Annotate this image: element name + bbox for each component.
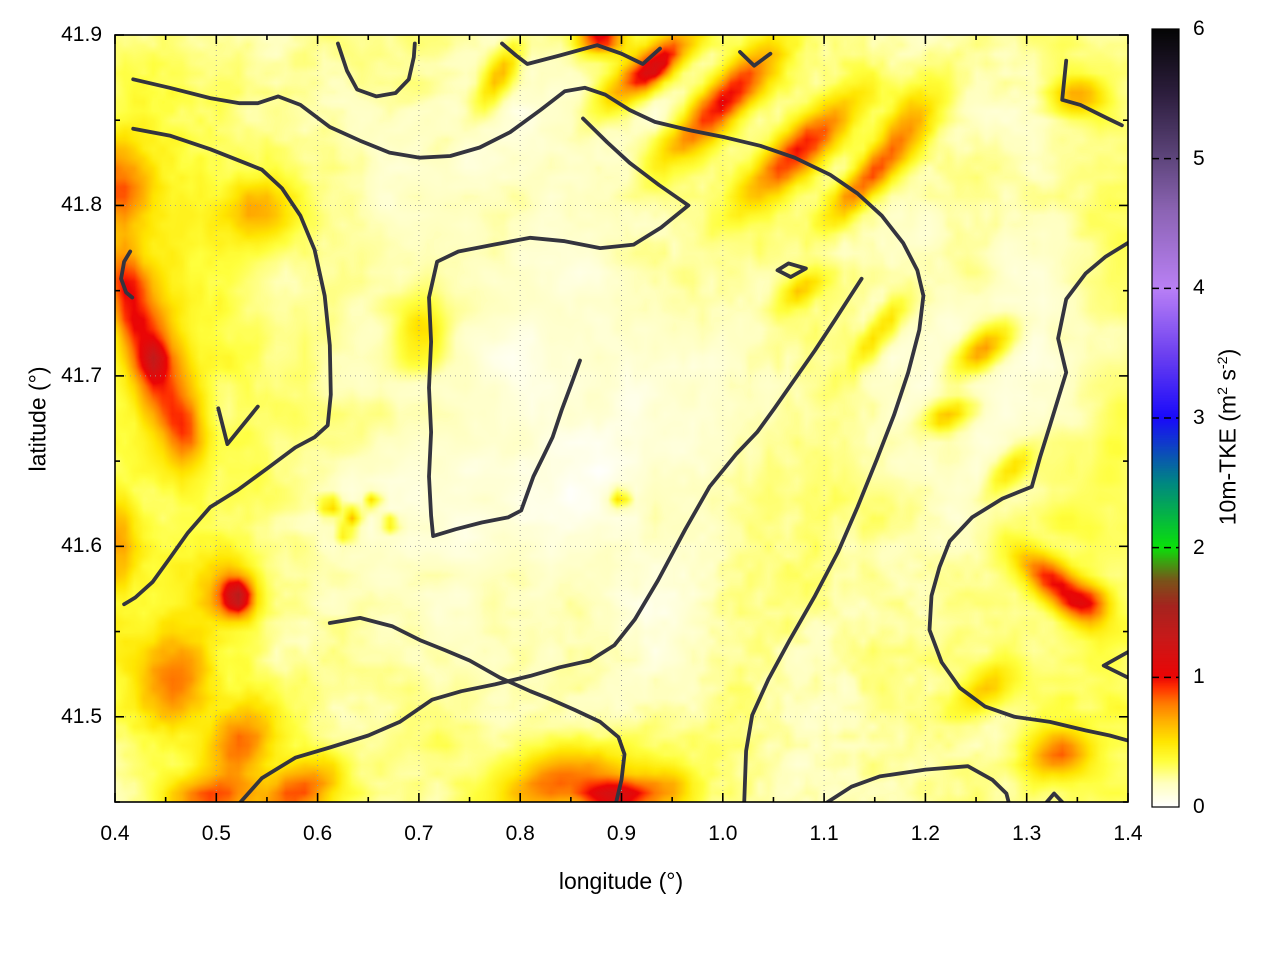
contour-line xyxy=(427,116,691,538)
cb-tick-label: 4 xyxy=(1193,276,1205,300)
cb-tick-label: 6 xyxy=(1193,17,1205,40)
y-tick-label: 41.6 xyxy=(61,534,102,558)
x-tick-label: 0.9 xyxy=(606,822,637,845)
cb-label-sup: -2 xyxy=(1214,356,1231,370)
x-tick-label: 1.2 xyxy=(910,822,940,845)
contour-line xyxy=(500,41,662,66)
cb-tick-label: 0 xyxy=(1193,795,1205,818)
cb-tick-label: 5 xyxy=(1193,146,1205,170)
contour-line xyxy=(738,50,773,68)
contour-lines xyxy=(119,41,1128,802)
x-tick-label: 1.4 xyxy=(1113,822,1143,845)
contour-line xyxy=(927,241,1128,743)
y-tick-label: 41.8 xyxy=(61,193,102,217)
cb-tick-label: 3 xyxy=(1193,406,1205,429)
contour-line xyxy=(1044,791,1065,802)
contour-line xyxy=(1101,650,1128,680)
x-tick-label: 1.1 xyxy=(809,822,839,845)
x-tick-label: 0.5 xyxy=(201,822,231,845)
x-tick-label: 0.7 xyxy=(404,822,434,845)
y-tick-label: 41.9 xyxy=(61,23,102,46)
x-tick-label: 0.8 xyxy=(505,822,535,845)
cb-label-part: s xyxy=(1214,369,1241,387)
contour-line xyxy=(131,77,926,802)
contour-line xyxy=(122,126,333,607)
contour-line xyxy=(336,41,417,99)
heatmap-canvas xyxy=(115,35,1128,802)
cb-tick-label: 2 xyxy=(1193,535,1205,559)
contour-line xyxy=(824,764,1011,802)
plot-frame xyxy=(114,34,1129,803)
colorbar-title: 10m-TKE (m2 s-2) xyxy=(1215,349,1242,526)
y-axis-title: latitude (°) xyxy=(24,366,51,472)
contour-line xyxy=(119,249,135,300)
x-tick-label: 0.6 xyxy=(302,822,333,845)
x-tick-label: 0.4 xyxy=(100,822,130,845)
x-tick-label: 1.3 xyxy=(1012,822,1042,845)
contour-line xyxy=(1060,58,1124,128)
contour-line xyxy=(327,616,627,802)
x-tick-label: 1.0 xyxy=(708,822,738,845)
x-axis-title: longitude (°) xyxy=(558,868,684,894)
contour-line xyxy=(216,404,260,446)
y-tick-label: 41.5 xyxy=(61,704,102,728)
y-tick-label: 41.7 xyxy=(61,363,102,387)
contour-line xyxy=(238,276,864,802)
contour-line xyxy=(775,261,808,279)
cb-label-sup: 2 xyxy=(1214,386,1231,395)
cb-label-part: 10m-TKE (m xyxy=(1214,394,1241,526)
cb-label-part: ) xyxy=(1214,348,1241,357)
cb-tick-label: 1 xyxy=(1193,665,1205,689)
